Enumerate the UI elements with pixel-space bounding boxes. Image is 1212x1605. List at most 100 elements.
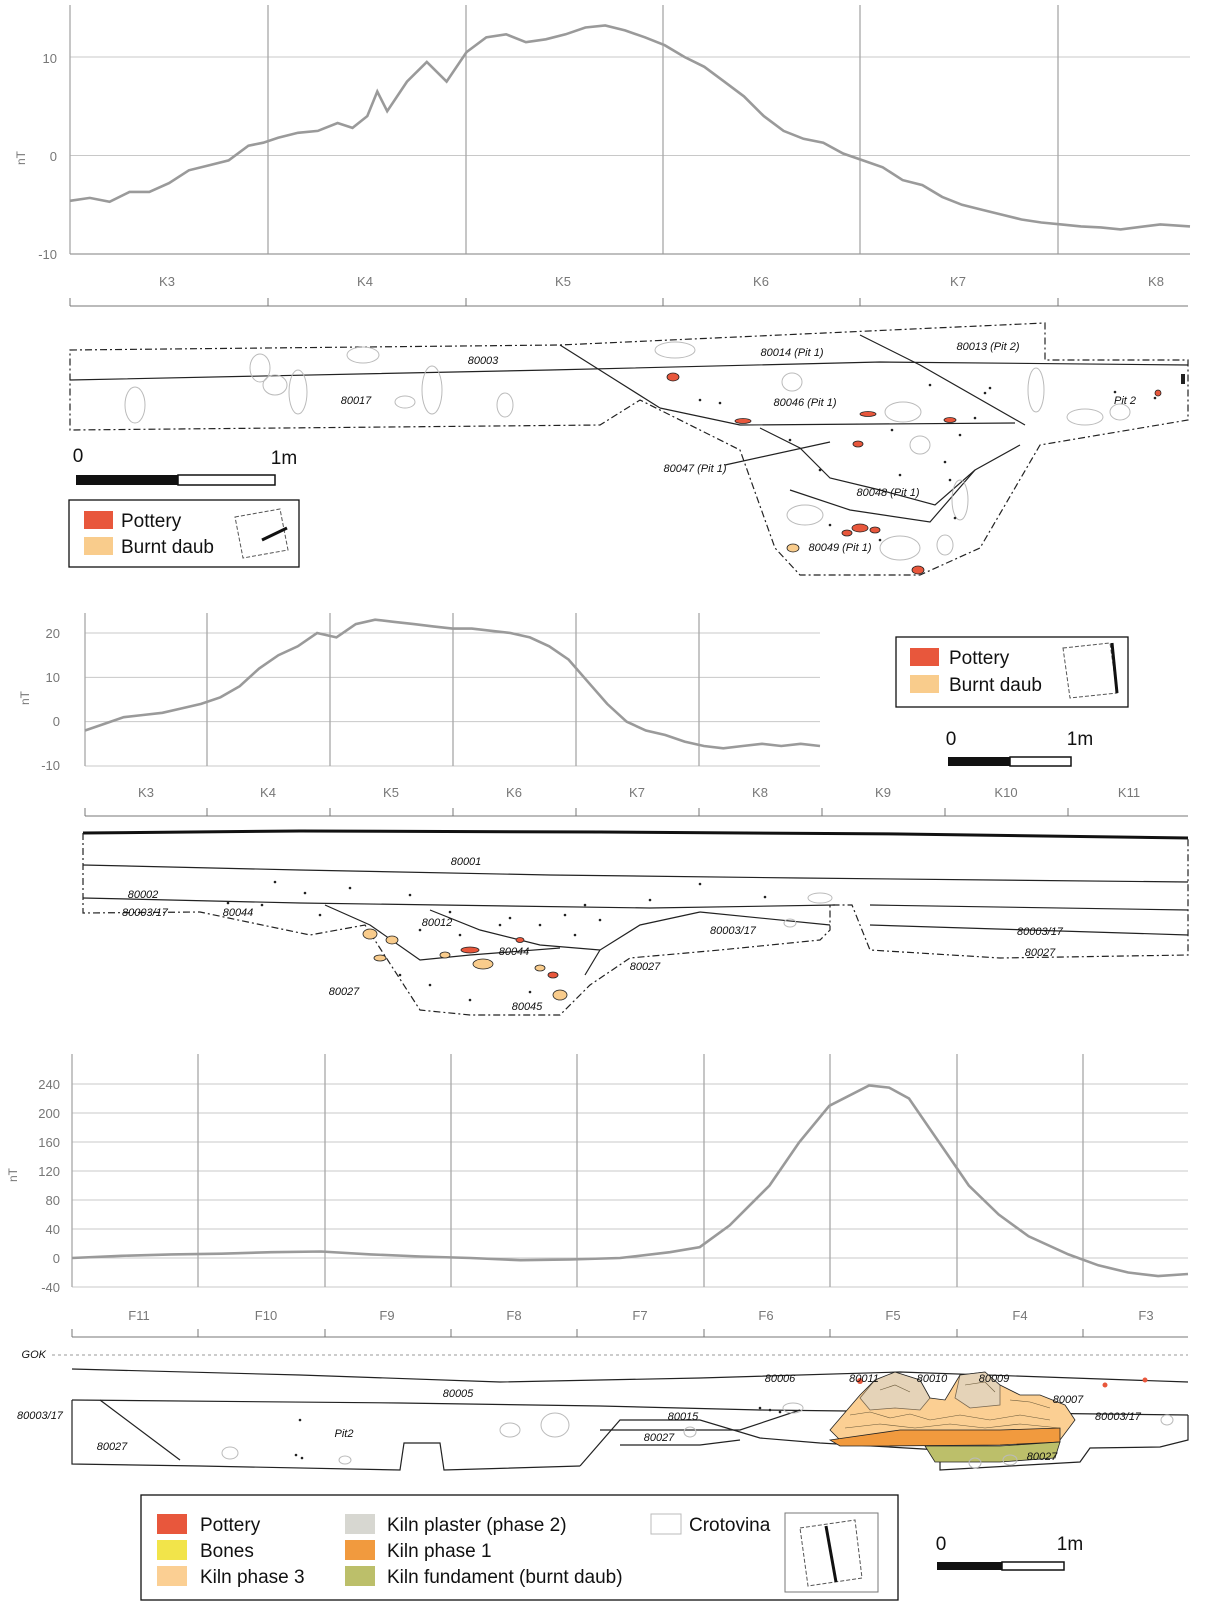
svg-text:80044: 80044 <box>223 907 254 919</box>
segment-k7: K7 <box>950 274 966 289</box>
svg-text:80027: 80027 <box>644 1432 675 1444</box>
svg-text:80003/17: 80003/17 <box>1095 1411 1142 1423</box>
svg-text:K11: K11 <box>1118 785 1140 800</box>
svg-text:80005: 80005 <box>443 1388 474 1400</box>
svg-text:0: 0 <box>946 729 957 750</box>
svg-text:80010: 80010 <box>917 1373 948 1385</box>
gok-label: GOK <box>22 1349 47 1361</box>
p1-label-80013: 80013 (Pit 2) <box>957 341 1020 353</box>
p1-label-80017: 80017 <box>341 395 372 407</box>
legend-1-burnt-daub: Burnt daub <box>121 537 214 558</box>
svg-text:80003/17: 80003/17 <box>17 1410 64 1422</box>
segment-k6: K6 <box>753 274 769 289</box>
svg-text:F10: F10 <box>255 1308 277 1323</box>
chart-2-ytick-minus10: -10 <box>41 758 60 773</box>
profile-3-scale-bar: 0 1m <box>936 1534 1083 1571</box>
legend-3-bones: Bones <box>200 1541 254 1562</box>
svg-text:F4: F4 <box>1012 1308 1027 1323</box>
legend-3-kiln-fundament: Kiln fundament (burnt daub) <box>387 1567 623 1588</box>
p1-label-80003: 80003 <box>468 355 499 367</box>
svg-text:80003/17: 80003/17 <box>710 925 757 937</box>
svg-text:F11: F11 <box>128 1308 149 1323</box>
svg-text:K7: K7 <box>629 785 645 800</box>
legend-3-orientation-icon <box>784 1512 879 1593</box>
chart-3-ytick-40: 40 <box>46 1222 60 1237</box>
svg-text:80009: 80009 <box>979 1373 1010 1385</box>
p1-label-80049: 80049 (Pit 1) <box>809 542 872 554</box>
p1-label-80014: 80014 (Pit 1) <box>761 347 824 359</box>
svg-text:80027: 80027 <box>1025 947 1056 959</box>
legend-3-crotovina: Crotovina <box>689 1515 771 1536</box>
svg-text:80027: 80027 <box>630 961 661 973</box>
svg-text:F5: F5 <box>885 1308 900 1323</box>
svg-text:F9: F9 <box>379 1308 394 1323</box>
svg-text:80012: 80012 <box>422 917 453 929</box>
chart-3-ytick-160: 160 <box>38 1135 60 1150</box>
legend-3-kiln-phase-1: Kiln phase 1 <box>387 1541 492 1562</box>
svg-text:K4: K4 <box>260 785 276 800</box>
svg-text:0: 0 <box>936 1534 947 1555</box>
svg-text:F6: F6 <box>758 1308 773 1323</box>
legend-3-kiln-plaster: Kiln plaster (phase 2) <box>387 1515 567 1536</box>
svg-text:80027: 80027 <box>97 1441 128 1453</box>
chart-3-series-line <box>71 1084 1189 1278</box>
svg-text:F8: F8 <box>506 1308 521 1323</box>
legend-1-pottery: Pottery <box>121 511 182 532</box>
profile-2-section: 80001 80002 80003/17 80044 80012 80044 8… <box>82 829 1189 1016</box>
chart-3-ytick-200: 200 <box>38 1106 60 1121</box>
profile-1-section: 80003 80014 (Pit 1) 80013 (Pit 2) 80017 … <box>69 322 1189 576</box>
segment-k3: K3 <box>159 274 175 289</box>
svg-text:F3: F3 <box>1138 1308 1153 1323</box>
svg-text:K8: K8 <box>752 785 768 800</box>
profile-1-legend: Pottery Burnt daub <box>68 499 300 568</box>
chart-2-ytick-0: 0 <box>53 714 60 729</box>
svg-text:80015: 80015 <box>668 1411 699 1423</box>
profile-2-legend: Pottery Burnt daub <box>895 636 1129 708</box>
chart-1: 10 0 -10 nT <box>14 5 1191 262</box>
kiln-structure <box>828 1371 1148 1463</box>
chart-1-ylabel: nT <box>14 150 28 165</box>
svg-text:K6: K6 <box>506 785 522 800</box>
chart-3-ytick-120: 120 <box>38 1164 60 1179</box>
chart-3-ytick-0: 0 <box>53 1251 60 1266</box>
svg-text:1m: 1m <box>1057 1534 1083 1555</box>
profile-1-scale-bar: 0 1m <box>73 446 297 486</box>
svg-text:80045: 80045 <box>512 1001 543 1013</box>
svg-text:80044: 80044 <box>499 946 530 958</box>
profile-2-scale-bar: 0 1m <box>946 729 1093 767</box>
svg-text:K3: K3 <box>138 785 154 800</box>
profile-3-section: GOK <box>17 1349 1189 1471</box>
chart-1-ytick-minus10: -10 <box>38 247 57 262</box>
legend-2-orientation-icon <box>1062 642 1119 699</box>
chart-2-series-line <box>84 618 821 750</box>
legend-2-pottery: Pottery <box>949 648 1010 669</box>
svg-text:F7: F7 <box>632 1308 647 1323</box>
chart-3: 240 200 160 120 80 40 0 -40 nT <box>6 1054 1189 1295</box>
svg-text:80027: 80027 <box>1027 1451 1058 1463</box>
chart-1-ytick-10: 10 <box>43 51 57 66</box>
svg-text:80002: 80002 <box>128 889 159 901</box>
segment-k4: K4 <box>357 274 373 289</box>
profile-1-segment-row: K3 K4 K5 K6 K7 K8 <box>69 274 1188 307</box>
profile-3-legend: Pottery Bones Kiln phase 3 Kiln plaster … <box>140 1494 899 1601</box>
chart-3-ytick-240: 240 <box>38 1077 60 1092</box>
p1-label-pit2: Pit 2 <box>1114 395 1136 407</box>
legend-1-orientation-icon <box>234 508 289 559</box>
chart-2-grid <box>84 613 820 767</box>
svg-text:80003/17: 80003/17 <box>1017 926 1064 938</box>
chart-2: 20 10 0 -10 nT <box>18 613 821 773</box>
svg-text:80011: 80011 <box>849 1373 879 1385</box>
chart-1-grid <box>69 5 1190 255</box>
chart-2-ytick-10: 10 <box>46 670 60 685</box>
p1-label-80046: 80046 (Pit 1) <box>774 397 837 409</box>
segment-k5: K5 <box>555 274 571 289</box>
svg-text:0: 0 <box>73 446 84 467</box>
chart-1-ytick-0: 0 <box>50 149 57 164</box>
profile-2-segment-row: K3 K4 K5 K6 K7 K8 K9 K10 K11 <box>84 785 1188 817</box>
svg-text:80001: 80001 <box>451 856 482 868</box>
svg-text:1m: 1m <box>271 448 297 469</box>
profile-3-segment-row: F11 F10 F9 F8 F7 F6 F5 F4 F3 <box>71 1308 1188 1338</box>
legend-3-kiln-phase-3: Kiln phase 3 <box>200 1567 305 1588</box>
chart-3-ylabel: nT <box>6 1167 20 1182</box>
